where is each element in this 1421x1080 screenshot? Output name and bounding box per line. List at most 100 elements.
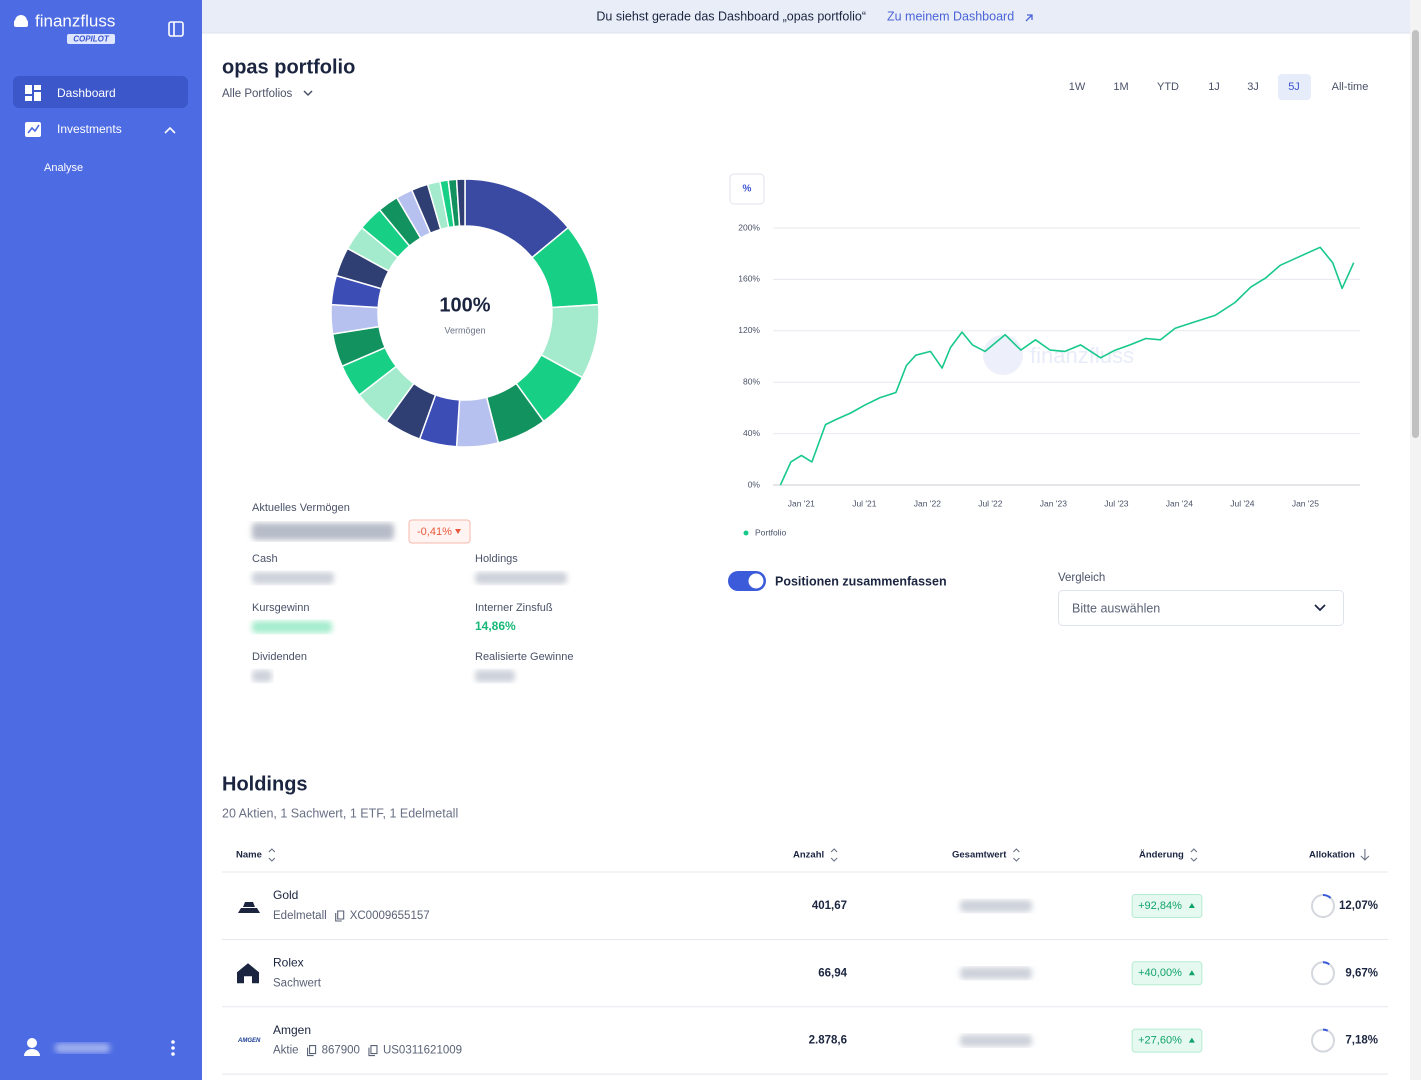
menu-dots[interactable]: [171, 1040, 175, 1056]
allocation-ring: [1311, 1028, 1335, 1053]
x-tick-label: Jul '22: [978, 498, 1003, 508]
up-arrow: [1188, 1037, 1195, 1043]
banner-link[interactable]: Zu meinem Dashboard: [887, 9, 1014, 23]
up-arrow: [1188, 970, 1195, 976]
y-tick-label: 160%: [738, 274, 760, 284]
range-button[interactable]: All-time: [1332, 81, 1369, 93]
holding-count: 2.878,6: [809, 1035, 847, 1047]
range-button[interactable]: YTD: [1157, 81, 1179, 93]
logo: AMGEN: [237, 1038, 261, 1044]
change-value: +40,00%: [1138, 967, 1182, 979]
blurred-value: [252, 572, 334, 584]
holding-name[interactable]: Amgen: [273, 1023, 311, 1037]
portfolio-select[interactable]: Alle Portfolios: [222, 88, 293, 100]
y-tick-label: 120%: [738, 325, 760, 335]
allocation-ring: [1311, 961, 1335, 986]
column-header[interactable]: Änderung: [1139, 850, 1184, 861]
holding-name[interactable]: Rolex: [273, 955, 304, 969]
scrollbar: [1410, 0, 1421, 1080]
allocation-arc: [1322, 961, 1330, 966]
sort-icon: [268, 848, 276, 862]
column-header[interactable]: Allokation: [1309, 850, 1355, 861]
x-tick-label: Jan '22: [914, 498, 941, 508]
range-button[interactable]: 1M: [1113, 81, 1128, 93]
chevron: [1314, 604, 1326, 612]
stat-label: Holdings: [475, 553, 518, 565]
holding-name[interactable]: Gold: [273, 888, 298, 902]
sidebar: [0, 0, 202, 1080]
column-header[interactable]: Name: [236, 850, 262, 861]
holdings-title: Holdings: [222, 773, 308, 795]
banner: [202, 0, 1410, 33]
chevron[interactable]: [164, 126, 176, 134]
holding-count: 66,94: [818, 967, 847, 979]
nav-active: [13, 76, 188, 108]
sidebar-toggle[interactable]: [168, 21, 184, 37]
y-tick-label: 80%: [743, 376, 760, 386]
nav-item[interactable]: Dashboard: [57, 86, 116, 100]
y-tick-label: 40%: [743, 428, 760, 438]
compare-label: Vergleich: [1058, 572, 1105, 584]
toggle-knob: [748, 573, 764, 589]
column-header[interactable]: Anzahl: [793, 850, 824, 861]
holding-id: 867900: [322, 1045, 360, 1057]
range-button[interactable]: 1J: [1208, 81, 1220, 93]
house-icon: [237, 963, 259, 984]
blurred-value: [960, 967, 1032, 980]
external-icon: [1025, 14, 1033, 22]
unit-button-label[interactable]: %: [743, 184, 752, 195]
holding-kind: Sachwert: [273, 977, 322, 989]
scrollbar-thumb[interactable]: [1412, 30, 1419, 438]
x-tick-label: Jul '21: [852, 498, 877, 508]
blurred-value: [252, 670, 272, 682]
line-series: [779, 246, 1355, 486]
donut-center-value: 100%: [439, 294, 490, 316]
holding-kind: Aktie: [273, 1045, 299, 1057]
blurred-value: [960, 900, 1032, 912]
holding-kind: Edelmetall: [273, 910, 327, 922]
x-tick-label: Jul '23: [1104, 498, 1129, 508]
change-value: -0,41%: [417, 526, 452, 538]
compare-select[interactable]: [1058, 590, 1344, 626]
donut-segment: [455, 178, 466, 227]
stat-label: Kursgewinn: [252, 602, 309, 614]
range-button[interactable]: 5J: [1288, 81, 1300, 93]
unit-button[interactable]: [729, 173, 765, 205]
x-tick-label: Jan '21: [788, 498, 815, 508]
y-tick-label: 200%: [738, 222, 760, 232]
copy-icon[interactable]: [335, 910, 345, 922]
watermark-text: finanzfluss: [1030, 343, 1134, 368]
blurred-value: [252, 523, 394, 540]
holding-id: US0311621009: [383, 1045, 462, 1057]
nav-item[interactable]: Analyse: [44, 162, 83, 174]
column-header[interactable]: Gesamtwert: [952, 850, 1007, 861]
copy-icon[interactable]: [307, 1045, 317, 1057]
compare-placeholder: Bitte auswählen: [1072, 601, 1160, 615]
x-tick-label: Jan '25: [1292, 498, 1319, 508]
sort-icon: [1360, 849, 1370, 861]
change-value: +92,84%: [1138, 900, 1182, 912]
brand: finanzfluss: [35, 11, 115, 30]
dashboard-icon: [25, 85, 41, 101]
range-active: [1278, 74, 1311, 100]
sort-icon: [830, 848, 838, 862]
blurred-value: [960, 1034, 1032, 1047]
up-arrow: [1188, 903, 1195, 908]
change-badge: [1131, 1028, 1203, 1053]
allocation-label: 7,18%: [1345, 1035, 1378, 1047]
investments-icon: [25, 122, 41, 137]
legend-dot: [743, 530, 749, 536]
range-button[interactable]: 3J: [1247, 81, 1259, 93]
copy-icon[interactable]: [368, 1045, 378, 1057]
stat-value: 14,86%: [475, 619, 516, 633]
change-badge: [408, 519, 471, 544]
range-button[interactable]: 1W: [1069, 81, 1086, 93]
y-tick-label: 0%: [748, 479, 761, 489]
sort-icon: [1013, 848, 1020, 862]
badge-bg: [67, 34, 115, 44]
x-tick-label: Jul '24: [1230, 498, 1255, 508]
x-tick-label: Jan '23: [1040, 498, 1067, 508]
nav-item[interactable]: Investments: [57, 122, 122, 136]
blurred-value: [475, 670, 515, 682]
